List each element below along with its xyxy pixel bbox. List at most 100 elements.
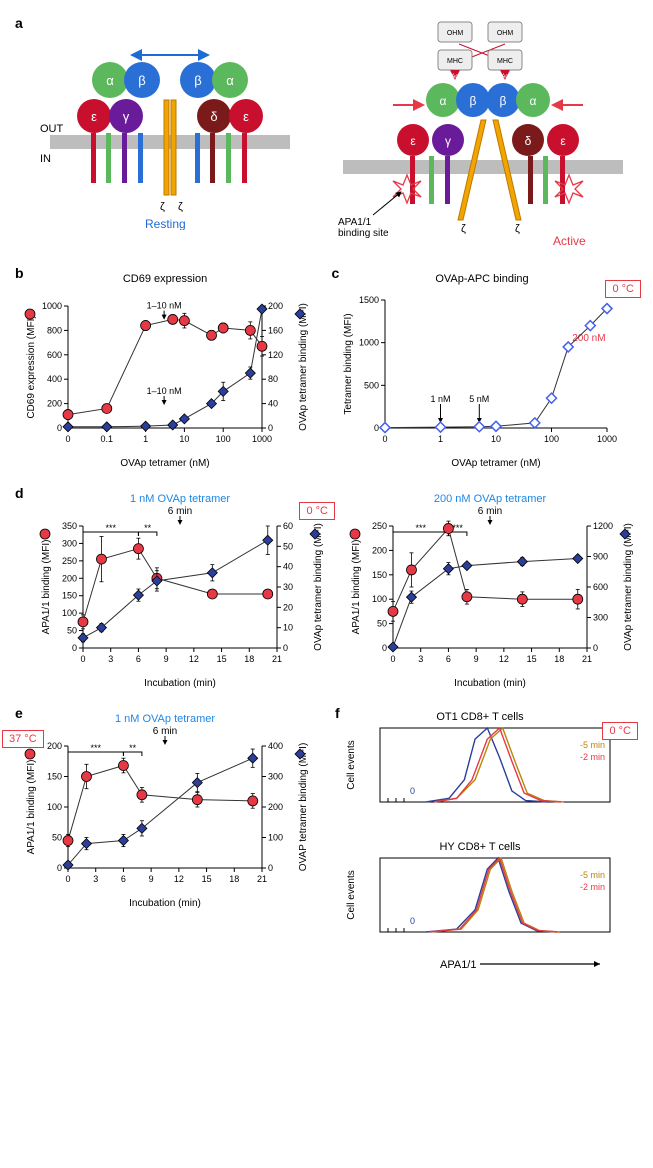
svg-text:100: 100: [372, 594, 387, 604]
svg-text:1000: 1000: [358, 338, 378, 348]
row-ef: e 37 °C 1 nM OVAp tetramer6 min036912151…: [20, 710, 633, 980]
active-diagram: OHM OHM MHC MHC Ag Ag α β β: [333, 20, 633, 250]
mhc-complex: OHM OHM MHC MHC Ag Ag: [438, 22, 522, 80]
svg-text:21: 21: [582, 654, 592, 664]
svg-text:200: 200: [47, 741, 62, 751]
zeta-right: [171, 100, 176, 195]
svg-text:1200: 1200: [593, 521, 613, 531]
row-d: d 0 °C 1 nM OVAp tetramer6 min0369121518…: [20, 490, 633, 690]
svg-text:15: 15: [217, 654, 227, 664]
row-bc: b CD69 expression00.11101001000020040060…: [20, 270, 633, 470]
svg-text:12: 12: [499, 654, 509, 664]
svg-text:100: 100: [216, 434, 231, 444]
svg-text:350: 350: [62, 521, 77, 531]
svg-text:200: 200: [268, 301, 283, 311]
active-svg: OHM OHM MHC MHC Ag Ag α β β: [333, 20, 633, 250]
svg-text:100: 100: [268, 833, 283, 843]
svg-text:50: 50: [283, 541, 293, 551]
svg-text:30: 30: [283, 582, 293, 592]
svg-text:γ: γ: [123, 109, 130, 124]
in-label: IN: [40, 153, 51, 165]
figure-root: a OUT IN α β: [20, 20, 633, 980]
svg-text:120: 120: [268, 350, 283, 360]
svg-text:12: 12: [174, 874, 184, 884]
svg-text:150: 150: [372, 570, 387, 580]
svg-text:ζ: ζ: [461, 223, 466, 235]
svg-text:6 min: 6 min: [168, 506, 192, 517]
apa-star-left: [393, 175, 421, 203]
svg-text:OHM: OHM: [497, 30, 514, 37]
panel-c-label: c: [332, 265, 340, 281]
svg-text:10: 10: [490, 434, 500, 444]
svg-text:ε: ε: [91, 109, 97, 124]
svg-text:0: 0: [382, 434, 387, 444]
svg-text:***: ***: [415, 523, 426, 533]
svg-text:10: 10: [179, 434, 189, 444]
svg-text:100: 100: [62, 608, 77, 618]
membrane-rect: [50, 135, 290, 149]
svg-text:β: β: [500, 94, 507, 108]
panel-e-temp: 37 °C: [2, 730, 44, 748]
svg-text:Cell events: Cell events: [346, 870, 357, 919]
active-top-row: α β β α: [426, 83, 550, 117]
svg-text:9: 9: [164, 654, 169, 664]
svg-text:1: 1: [437, 434, 442, 444]
svg-text:0: 0: [373, 423, 378, 433]
svg-text:α: α: [530, 94, 537, 108]
svg-text:3: 3: [93, 874, 98, 884]
svg-text:40: 40: [268, 399, 278, 409]
svg-text:β: β: [470, 94, 477, 108]
svg-text:3: 3: [108, 654, 113, 664]
svg-text:β: β: [138, 73, 145, 88]
svg-text:900: 900: [593, 552, 608, 562]
svg-text:1–10 nM: 1–10 nM: [147, 301, 182, 311]
svg-text:300: 300: [268, 772, 283, 782]
svg-text:3: 3: [418, 654, 423, 664]
svg-text:**: **: [129, 743, 137, 753]
svg-text:1: 1: [143, 434, 148, 444]
svg-text:600: 600: [593, 582, 608, 592]
svg-text:MHC: MHC: [497, 58, 513, 65]
svg-text:-5 min: -5 min: [580, 740, 605, 750]
svg-text:6: 6: [121, 874, 126, 884]
svg-text:OT1 CD8+ T cells: OT1 CD8+ T cells: [436, 711, 524, 723]
zeta-l-label: ζ: [160, 201, 165, 213]
svg-text:0: 0: [72, 643, 77, 653]
svg-text:21: 21: [272, 654, 282, 664]
svg-text:**: **: [144, 523, 152, 533]
svg-text:200: 200: [268, 802, 283, 812]
svg-text:50: 50: [52, 833, 62, 843]
active-title: Active: [553, 234, 586, 248]
svg-text:Incubation (min): Incubation (min): [144, 678, 216, 689]
svg-text:400: 400: [47, 374, 62, 384]
svg-text:1000: 1000: [42, 301, 62, 311]
panel-d: d 0 °C 1 nM OVAp tetramer6 min0369121518…: [20, 490, 633, 690]
svg-text:0: 0: [410, 916, 415, 926]
svg-text:CD69 expression (MFI): CD69 expression (MFI): [26, 315, 37, 418]
svg-text:15: 15: [202, 874, 212, 884]
svg-text:800: 800: [47, 325, 62, 335]
svg-text:ε: ε: [243, 109, 249, 124]
svg-text:0: 0: [65, 874, 70, 884]
svg-text:1 nM OVAp tetramer: 1 nM OVAp tetramer: [130, 493, 230, 505]
svg-text:α: α: [106, 73, 114, 88]
svg-text:18: 18: [554, 654, 564, 664]
svg-text:OVAp tetramer (nM): OVAp tetramer (nM): [451, 458, 540, 469]
svg-text:200: 200: [372, 545, 387, 555]
panel-d-temp: 0 °C: [299, 502, 335, 520]
svg-text:0: 0: [390, 654, 395, 664]
svg-text:OVAP tetramer binding (MFI): OVAP tetramer binding (MFI): [298, 743, 309, 872]
svg-text:6 min: 6 min: [153, 726, 177, 737]
svg-text:0: 0: [410, 786, 415, 796]
svg-text:1000: 1000: [252, 434, 272, 444]
svg-text:18: 18: [244, 654, 254, 664]
svg-text:500: 500: [363, 380, 378, 390]
panel-a-label: a: [15, 15, 23, 31]
zeta-r-label: ζ: [178, 201, 183, 213]
panel-b: b CD69 expression00.11101001000020040060…: [20, 270, 317, 470]
svg-text:ε: ε: [410, 134, 416, 148]
svg-text:160: 160: [268, 325, 283, 335]
svg-text:0: 0: [382, 643, 387, 653]
apa-star-right: [555, 175, 583, 203]
panel-e-label: e: [15, 705, 23, 721]
